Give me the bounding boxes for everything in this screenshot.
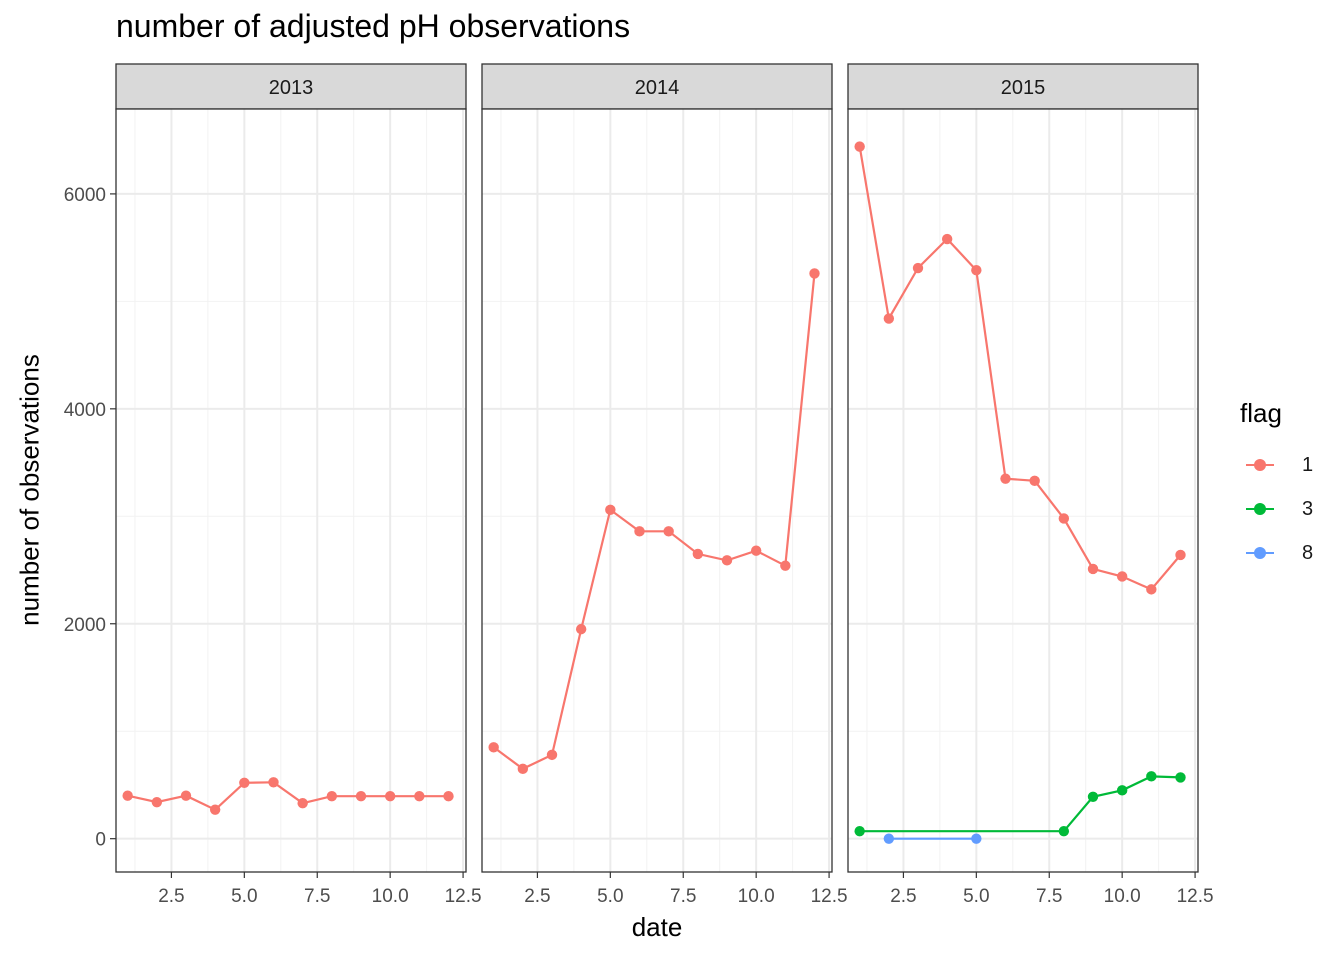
data-point-flag-1 (517, 763, 529, 775)
facet-strip-label: 2014 (635, 77, 680, 99)
legend-item-flag-8: 8 (1240, 531, 1313, 575)
series-line-flag-1 (493, 273, 816, 771)
data-point-flag-1 (663, 526, 674, 537)
data-point-flag-1 (971, 264, 982, 276)
data-point-flag-1 (575, 623, 587, 635)
y-axis-label: number of observations (14, 354, 45, 626)
data-point-flag-1 (546, 749, 558, 761)
data-point-flag-1 (443, 791, 454, 802)
data-point-flag-3 (1087, 791, 1099, 802)
x-tick-label: 12.5 (1177, 886, 1214, 907)
data-point-flag-1 (355, 791, 367, 802)
data-point-flag-1 (1116, 571, 1128, 582)
panel-background (482, 109, 832, 872)
data-point-flag-1 (488, 742, 499, 753)
data-point-flag-3 (1146, 771, 1157, 782)
chart-title: number of adjusted pH observations (116, 8, 631, 44)
legend-key-icon (1240, 455, 1280, 475)
legend-label: 3 (1302, 497, 1314, 520)
data-point-flag-1 (209, 804, 221, 815)
x-tick-label: 2.5 (890, 886, 916, 907)
panel-background (848, 109, 1198, 872)
legend-key-icon (1240, 543, 1280, 563)
data-point-flag-1 (941, 233, 953, 245)
data-point-flag-3 (1175, 772, 1186, 783)
legend-label: 1 (1302, 453, 1314, 476)
data-point-flag-1 (122, 790, 133, 801)
legend-item-flag-3: 3 (1240, 487, 1313, 531)
data-point-flag-1 (1058, 513, 1070, 524)
x-axis-label: date (631, 912, 683, 942)
data-point-flag-1 (1087, 563, 1099, 575)
x-tick-label: 7.5 (670, 886, 696, 907)
data-point-flag-1 (326, 791, 338, 802)
legend-item-flag-1: 1 (1240, 443, 1313, 487)
legend: flag 1 3 8 (1240, 398, 1313, 575)
facet-strip (481, 63, 833, 110)
y-tick-label: 4000 (64, 400, 106, 421)
x-tick-label: 2.5 (158, 886, 184, 907)
legend-key-icon (1240, 499, 1280, 519)
panel-border (847, 108, 1199, 873)
x-tick-label: 7.5 (304, 886, 330, 907)
data-point-flag-1 (750, 545, 762, 556)
data-point-flag-1 (297, 798, 308, 809)
x-tick-label: 5.0 (231, 886, 257, 907)
data-point-flag-1 (1029, 475, 1040, 487)
data-point-flag-8 (971, 833, 982, 844)
data-point-flag-1 (151, 796, 163, 808)
x-tick-label: 10.0 (372, 886, 409, 907)
series-line-flag-1 (858, 146, 1182, 591)
data-point-flag-1 (180, 790, 192, 801)
legend-items: 1 3 8 (1240, 443, 1313, 575)
data-point-flag-1 (854, 141, 865, 152)
data-point-flag-1 (239, 777, 250, 789)
data-point-flag-1 (883, 313, 895, 324)
x-tick-label: 12.5 (811, 886, 848, 907)
data-point-flag-1 (912, 262, 924, 274)
facet-strip-label: 2013 (269, 77, 314, 99)
data-point-flag-3 (1058, 825, 1070, 837)
x-tick-label: 5.0 (597, 886, 623, 907)
legend-label: 8 (1302, 541, 1314, 564)
data-point-flag-1 (809, 268, 820, 279)
x-tick-label: 5.0 (963, 886, 989, 907)
data-point-flag-8 (883, 833, 895, 844)
data-point-flag-1 (605, 504, 616, 516)
x-tick-label: 2.5 (524, 886, 550, 907)
panel-border (115, 108, 467, 873)
data-point-flag-1 (780, 560, 791, 571)
y-tick-label: 0 (95, 830, 106, 851)
data-point-flag-1 (634, 526, 645, 537)
x-tick-label: 7.5 (1036, 886, 1062, 907)
data-point-flag-1 (1146, 584, 1157, 595)
data-point-flag-3 (1116, 785, 1128, 796)
panel-border (481, 108, 833, 873)
x-tick-label: 10.0 (738, 886, 775, 907)
x-tick-label: 12.5 (445, 886, 482, 907)
data-point-flag-1 (414, 791, 425, 802)
facet-strip (115, 63, 467, 110)
panel-background (116, 109, 466, 872)
data-point-flag-3 (854, 825, 865, 837)
y-tick-label: 2000 (64, 615, 106, 636)
data-point-flag-1 (1175, 549, 1186, 561)
x-tick-label: 10.0 (1104, 886, 1141, 907)
data-point-flag-1 (1000, 473, 1011, 484)
data-point-flag-1 (721, 555, 733, 566)
legend-title: flag (1240, 398, 1282, 428)
y-tick-label: 6000 (64, 185, 106, 206)
facet-strip-label: 2015 (1001, 77, 1046, 99)
data-point-flag-1 (692, 548, 704, 560)
data-point-flag-1 (268, 777, 279, 788)
facet-strip (847, 63, 1199, 110)
data-point-flag-1 (384, 791, 396, 802)
